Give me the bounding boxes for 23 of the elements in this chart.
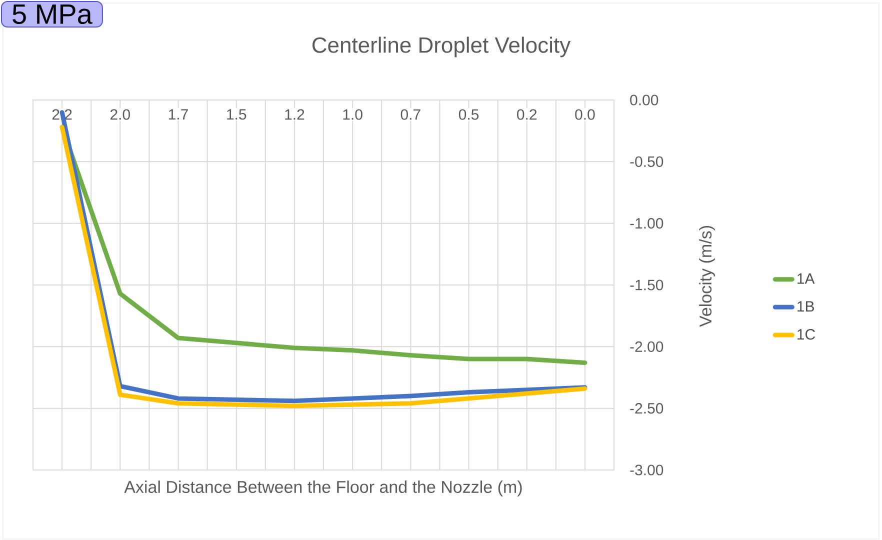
y-tick-label: -3.00 <box>630 464 664 476</box>
legend-label: 1A <box>798 273 815 284</box>
x-axis-title: Axial Distance Between the Floor and the Nozzle (m) <box>124 480 522 496</box>
x-tick-label: 1.5 <box>227 109 246 120</box>
legend-label: 1B <box>798 301 814 312</box>
y-axis-title: Velocity (m/s) <box>699 226 715 327</box>
text: 5 MPa <box>12 4 92 24</box>
y-tick-label: 0.00 <box>630 94 658 106</box>
y-tick-label: -2.00 <box>630 341 664 352</box>
chart-title: Centerline Droplet Velocity <box>312 36 571 58</box>
x-tick-label: 1.2 <box>285 109 304 120</box>
legend-label: 1C <box>798 329 816 340</box>
y-tick-label: -1.00 <box>630 218 664 229</box>
y-tick-label: -1.50 <box>630 280 664 290</box>
x-tick-label: 2.0 <box>110 109 130 120</box>
y-tick-label: -0.50 <box>630 156 664 167</box>
x-tick-label: 0.2 <box>517 109 537 120</box>
x-tick-label: 1.7 <box>168 109 188 120</box>
x-tick-label: 0.7 <box>400 109 420 120</box>
y-tick-label: -2.50 <box>630 403 664 414</box>
x-tick-label: 1.0 <box>343 109 362 120</box>
x-tick-label: 0.5 <box>458 109 479 120</box>
x-tick-label: 0.0 <box>575 109 595 120</box>
